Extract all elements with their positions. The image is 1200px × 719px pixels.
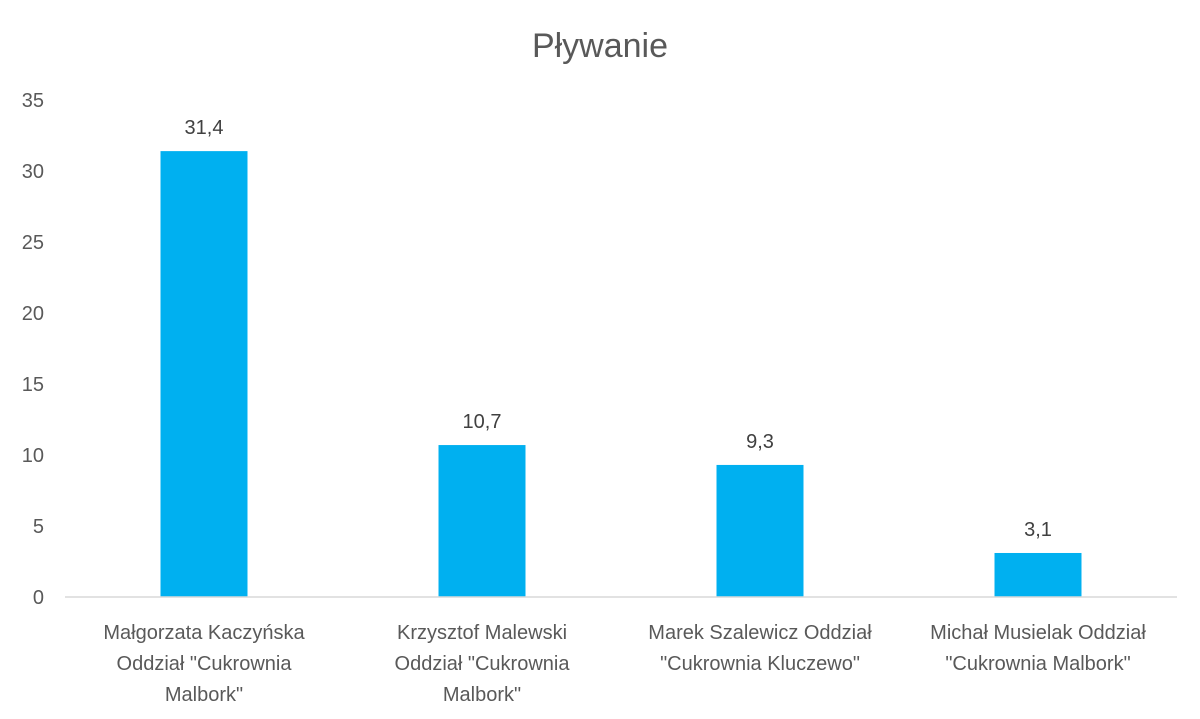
y-tick-label: 10: [22, 445, 44, 467]
category-label: Malbork": [165, 684, 243, 706]
y-tick-label: 15: [22, 374, 44, 396]
y-tick-label: 25: [22, 232, 44, 254]
category-label: "Cukrownia Kluczewo": [660, 653, 860, 675]
data-labels: 31,4 10,7 9,3 3,1: [185, 117, 1052, 541]
category-label: Małgorzata Kaczyńska: [103, 622, 305, 644]
category-label: "Cukrownia Malbork": [945, 653, 1130, 675]
category-label: Oddział "Cukrownia: [117, 653, 293, 675]
bar: [160, 151, 248, 597]
bar: [438, 445, 526, 597]
category-label: Oddział "Cukrownia: [395, 653, 571, 675]
category-label: Malbork": [443, 684, 521, 706]
category-label: Krzysztof Malewski: [397, 622, 567, 644]
chart-title: Pływanie: [532, 27, 668, 65]
y-tick-label: 35: [22, 90, 44, 112]
y-tick-label: 30: [22, 161, 44, 183]
bars: [160, 151, 1082, 597]
bar: [994, 552, 1082, 597]
category-label: Michał Musielak Oddział: [930, 622, 1146, 644]
y-axis-ticks: 0 5 10 15 20 25 30 35: [22, 90, 44, 609]
bar-value-label: 9,3: [746, 431, 774, 453]
y-tick-label: 0: [33, 587, 44, 609]
y-tick-label: 20: [22, 303, 44, 325]
category-labels: Małgorzata Kaczyńska Oddział "Cukrownia Ma…: [103, 622, 1146, 706]
bar: [716, 464, 804, 597]
y-tick-label: 5: [33, 516, 44, 538]
bar-value-label: 10,7: [463, 411, 502, 433]
bar-value-label: 3,1: [1024, 519, 1052, 541]
category-label: Marek Szalewicz Oddział: [648, 622, 872, 644]
bar-value-label: 31,4: [185, 117, 224, 139]
